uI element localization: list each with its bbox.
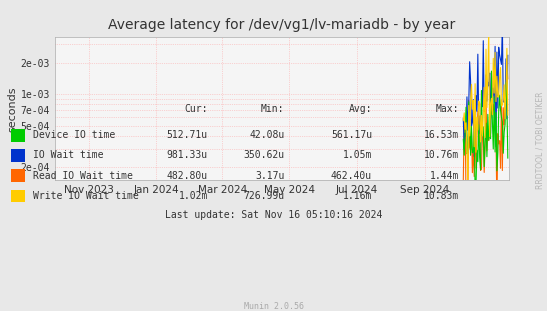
Text: Avg:: Avg: xyxy=(348,104,372,114)
Text: 1.02m: 1.02m xyxy=(178,191,208,201)
Text: RRDTOOL / TOBI OETIKER: RRDTOOL / TOBI OETIKER xyxy=(536,91,544,189)
Text: 462.40u: 462.40u xyxy=(331,171,372,181)
Text: 10.76m: 10.76m xyxy=(424,151,459,160)
Text: Max:: Max: xyxy=(436,104,459,114)
Text: 350.62u: 350.62u xyxy=(243,151,284,160)
Text: Read IO Wait time: Read IO Wait time xyxy=(33,171,133,181)
Text: 42.08u: 42.08u xyxy=(249,130,284,140)
Text: 3.17u: 3.17u xyxy=(255,171,284,181)
Text: Cur:: Cur: xyxy=(184,104,208,114)
Text: 10.83m: 10.83m xyxy=(424,191,459,201)
Text: Write IO Wait time: Write IO Wait time xyxy=(33,191,138,201)
Text: 726.99u: 726.99u xyxy=(243,191,284,201)
Text: 561.17u: 561.17u xyxy=(331,130,372,140)
Text: Munin 2.0.56: Munin 2.0.56 xyxy=(243,302,304,311)
Text: 1.44m: 1.44m xyxy=(430,171,459,181)
Text: IO Wait time: IO Wait time xyxy=(33,151,103,160)
Text: 482.80u: 482.80u xyxy=(167,171,208,181)
Text: Last update: Sat Nov 16 05:10:16 2024: Last update: Sat Nov 16 05:10:16 2024 xyxy=(165,210,382,220)
Text: Min:: Min: xyxy=(261,104,284,114)
Title: Average latency for /dev/vg1/lv-mariadb - by year: Average latency for /dev/vg1/lv-mariadb … xyxy=(108,18,455,32)
Text: 16.53m: 16.53m xyxy=(424,130,459,140)
Text: 1.05m: 1.05m xyxy=(342,151,372,160)
Y-axis label: seconds: seconds xyxy=(8,86,18,132)
Text: 1.16m: 1.16m xyxy=(342,191,372,201)
Text: 981.33u: 981.33u xyxy=(167,151,208,160)
Text: Device IO time: Device IO time xyxy=(33,130,115,140)
Text: 512.71u: 512.71u xyxy=(167,130,208,140)
